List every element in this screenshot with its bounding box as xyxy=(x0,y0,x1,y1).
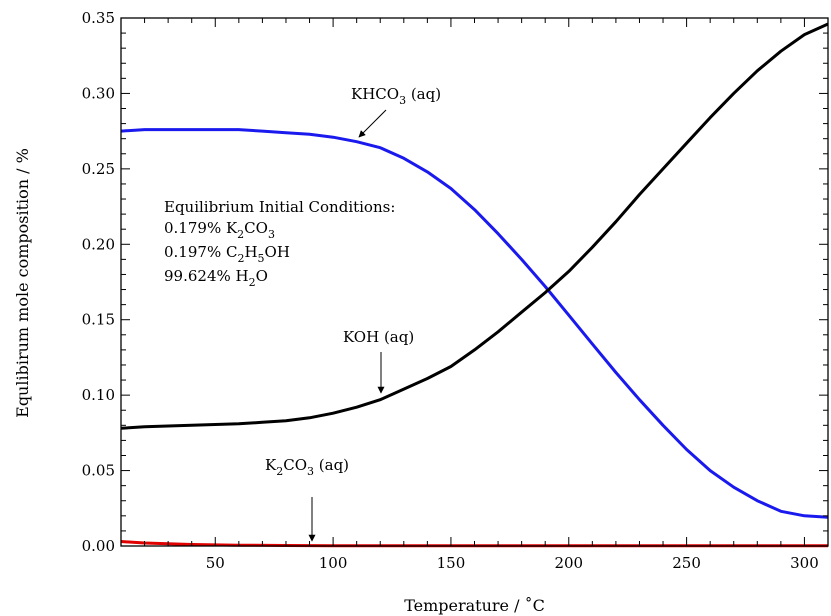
conditions-k2co3: 0.179% K2CO3 xyxy=(164,219,275,241)
conditions-water: 99.624% H2O xyxy=(164,267,268,289)
x-tick-label: 150 xyxy=(437,554,466,572)
y-tick-label: 0.25 xyxy=(82,160,115,178)
series-line-koh-aq xyxy=(120,22,829,430)
initial-conditions-note: Equilibrium Initial Conditions: 0.179% K… xyxy=(164,198,395,289)
k2co3-label: K2CO3 (aq) xyxy=(265,456,349,478)
koh-label: KOH (aq) xyxy=(343,328,414,346)
y-tick-label: 0.15 xyxy=(82,311,115,329)
k2co3-annotation: K2CO3 (aq) xyxy=(265,456,349,542)
khco3-arrow xyxy=(358,109,387,138)
y-tick-label: 0.30 xyxy=(82,84,115,102)
x-axis-title: Temperature / ˚C xyxy=(404,596,545,615)
khco3-label: KHCO3 (aq) xyxy=(351,85,441,107)
y-tick-label: 0.10 xyxy=(82,386,115,404)
series-line-khco3-aq xyxy=(120,128,829,519)
x-tick-label: 300 xyxy=(790,554,819,572)
y-tick-label: 0.35 xyxy=(82,9,115,27)
y-axis-title: Equlibirum mole composition / % xyxy=(13,148,32,418)
y-tick-label: 0.20 xyxy=(82,235,115,253)
conditions-title: Equilibrium Initial Conditions: xyxy=(164,198,395,216)
conditions-ethanol: 0.197% C2H5OH xyxy=(164,243,290,265)
x-tick-label: 200 xyxy=(554,554,583,572)
x-tick-label: 100 xyxy=(319,554,348,572)
khco3-annotation: KHCO3 (aq) xyxy=(351,85,441,138)
x-tick-label: 50 xyxy=(206,554,225,572)
x-tick-label: 250 xyxy=(672,554,701,572)
y-tick-label: 0.00 xyxy=(82,537,115,555)
ticks-layer: 50 100 150 200 250 300 0.00 0.05 0.10 0.15 0.20 0.2… xyxy=(82,9,829,572)
koh-annotation: KOH (aq) xyxy=(343,328,414,394)
y-tick-label: 0.05 xyxy=(82,462,115,480)
